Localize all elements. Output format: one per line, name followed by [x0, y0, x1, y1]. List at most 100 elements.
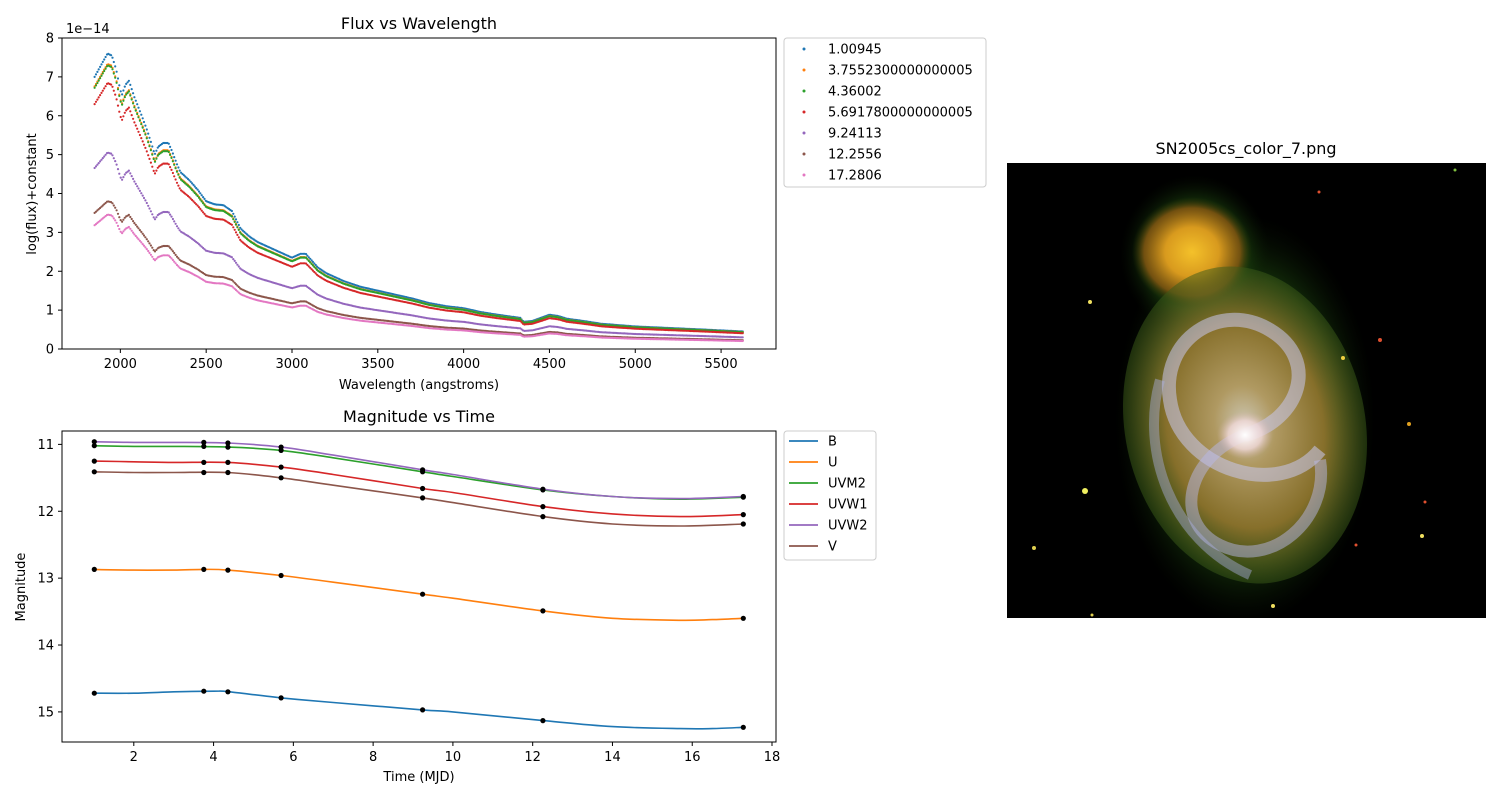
flux-point: [152, 150, 155, 153]
flux-point: [173, 260, 176, 263]
flux-point: [152, 216, 155, 219]
flux-point: [119, 90, 122, 93]
flux-point: [305, 256, 308, 259]
flux-point: [177, 184, 180, 187]
flux-point: [99, 94, 102, 97]
flux-point: [174, 222, 177, 225]
magnitude-line-UVW1: [93, 460, 744, 518]
flux-point: [188, 185, 191, 189]
magnitude-chart-title: Magnitude vs Time: [343, 407, 495, 426]
flux-point: [111, 154, 114, 157]
flux-point: [119, 100, 122, 103]
flux-point: [170, 168, 173, 171]
magnitude-point: [740, 615, 746, 621]
magnitude-point: [278, 444, 284, 450]
flux-point: [127, 90, 130, 93]
flux-point: [145, 137, 148, 140]
flux-point: [232, 212, 235, 215]
flux-point: [111, 56, 114, 59]
flux-point: [123, 111, 126, 114]
flux-point: [140, 113, 143, 116]
flux-point: [111, 202, 114, 205]
flux-point: [173, 156, 176, 159]
flux-point: [130, 229, 133, 232]
flux-point: [115, 209, 118, 212]
flux-point: [114, 76, 117, 79]
flux-point: [309, 261, 312, 264]
flux-point: [116, 212, 120, 215]
magnitude-legend-label: UVM2: [828, 477, 866, 492]
flux-point: [129, 172, 132, 175]
flux-point: [116, 104, 120, 107]
magnitude-legend-box: [783, 430, 877, 561]
flux-point: [177, 166, 180, 169]
flux-points: [93, 52, 744, 343]
flux-point: [307, 256, 310, 259]
flux-point: [171, 171, 174, 175]
flux-point: [133, 222, 136, 225]
flux-legend-label: 17.2806: [828, 169, 882, 184]
flux-point: [115, 98, 118, 101]
magnitude-x-axis-label: Time (MJD): [382, 770, 454, 785]
flux-point: [230, 278, 233, 282]
flux-point: [151, 145, 154, 148]
flux-point: [310, 268, 313, 271]
flux-point: [153, 172, 157, 175]
flux-point: [138, 189, 141, 192]
magnitude-y-axis-label: Magnitude: [14, 553, 29, 622]
flux-point: [129, 110, 132, 113]
flux-point: [155, 248, 158, 251]
flux-y-tick-label: 2: [46, 265, 54, 280]
flux-y-axis: 0 1 2 3 4 5 6 7 8: [46, 32, 62, 358]
flux-point: [116, 88, 120, 91]
flux-point: [96, 81, 99, 85]
flux-point: [140, 137, 143, 140]
flux-point: [149, 140, 152, 143]
flux-y-tick-label: 3: [46, 226, 54, 241]
flux-point: [125, 109, 128, 112]
magnitude-point: [201, 459, 207, 465]
flux-point: [151, 213, 154, 216]
flux-point: [121, 103, 124, 106]
flux-point: [118, 110, 121, 113]
magnitude-plot-frame: [61, 430, 777, 743]
flux-chart: Flux vs Wavelength 2000 2500 3000 3500 4000 4…: [25, 14, 987, 393]
flux-point: [127, 213, 130, 216]
flux-point: [232, 258, 235, 261]
flux-point: [140, 241, 143, 244]
flux-point: [151, 246, 154, 249]
flux-point: [133, 106, 136, 109]
flux-point: [156, 154, 159, 157]
flux-point: [129, 83, 132, 86]
flux-point: [306, 254, 309, 257]
flux-point: [200, 209, 203, 212]
flux-point: [114, 93, 117, 96]
flux-point: [148, 251, 151, 254]
flux-point: [134, 234, 137, 238]
flux-point: [236, 263, 239, 266]
flux-point: [202, 196, 205, 199]
flux-point: [313, 265, 316, 268]
flux-point: [152, 169, 155, 172]
flux-point: [193, 185, 196, 188]
flux-point: [192, 200, 195, 203]
flux-point: [103, 69, 106, 73]
flux-point: [200, 200, 203, 203]
flux-legend-label: 4.36002: [828, 85, 882, 100]
flux-point: [122, 230, 125, 233]
flux-point: [121, 220, 124, 223]
flux-point: [123, 216, 126, 219]
flux-point: [137, 238, 140, 241]
flux-legend-marker: [802, 68, 806, 72]
flux-point: [142, 234, 146, 237]
magnitude-x-tick-label: 6: [289, 750, 297, 765]
flux-point: [96, 163, 99, 166]
flux-point: [234, 218, 238, 221]
flux-point: [147, 154, 150, 157]
flux-point: [112, 89, 115, 92]
flux-point: [130, 88, 133, 91]
flux-point: [99, 77, 102, 80]
flux-point: [138, 239, 141, 242]
flux-point: [110, 83, 113, 86]
flux-point: [115, 81, 118, 84]
